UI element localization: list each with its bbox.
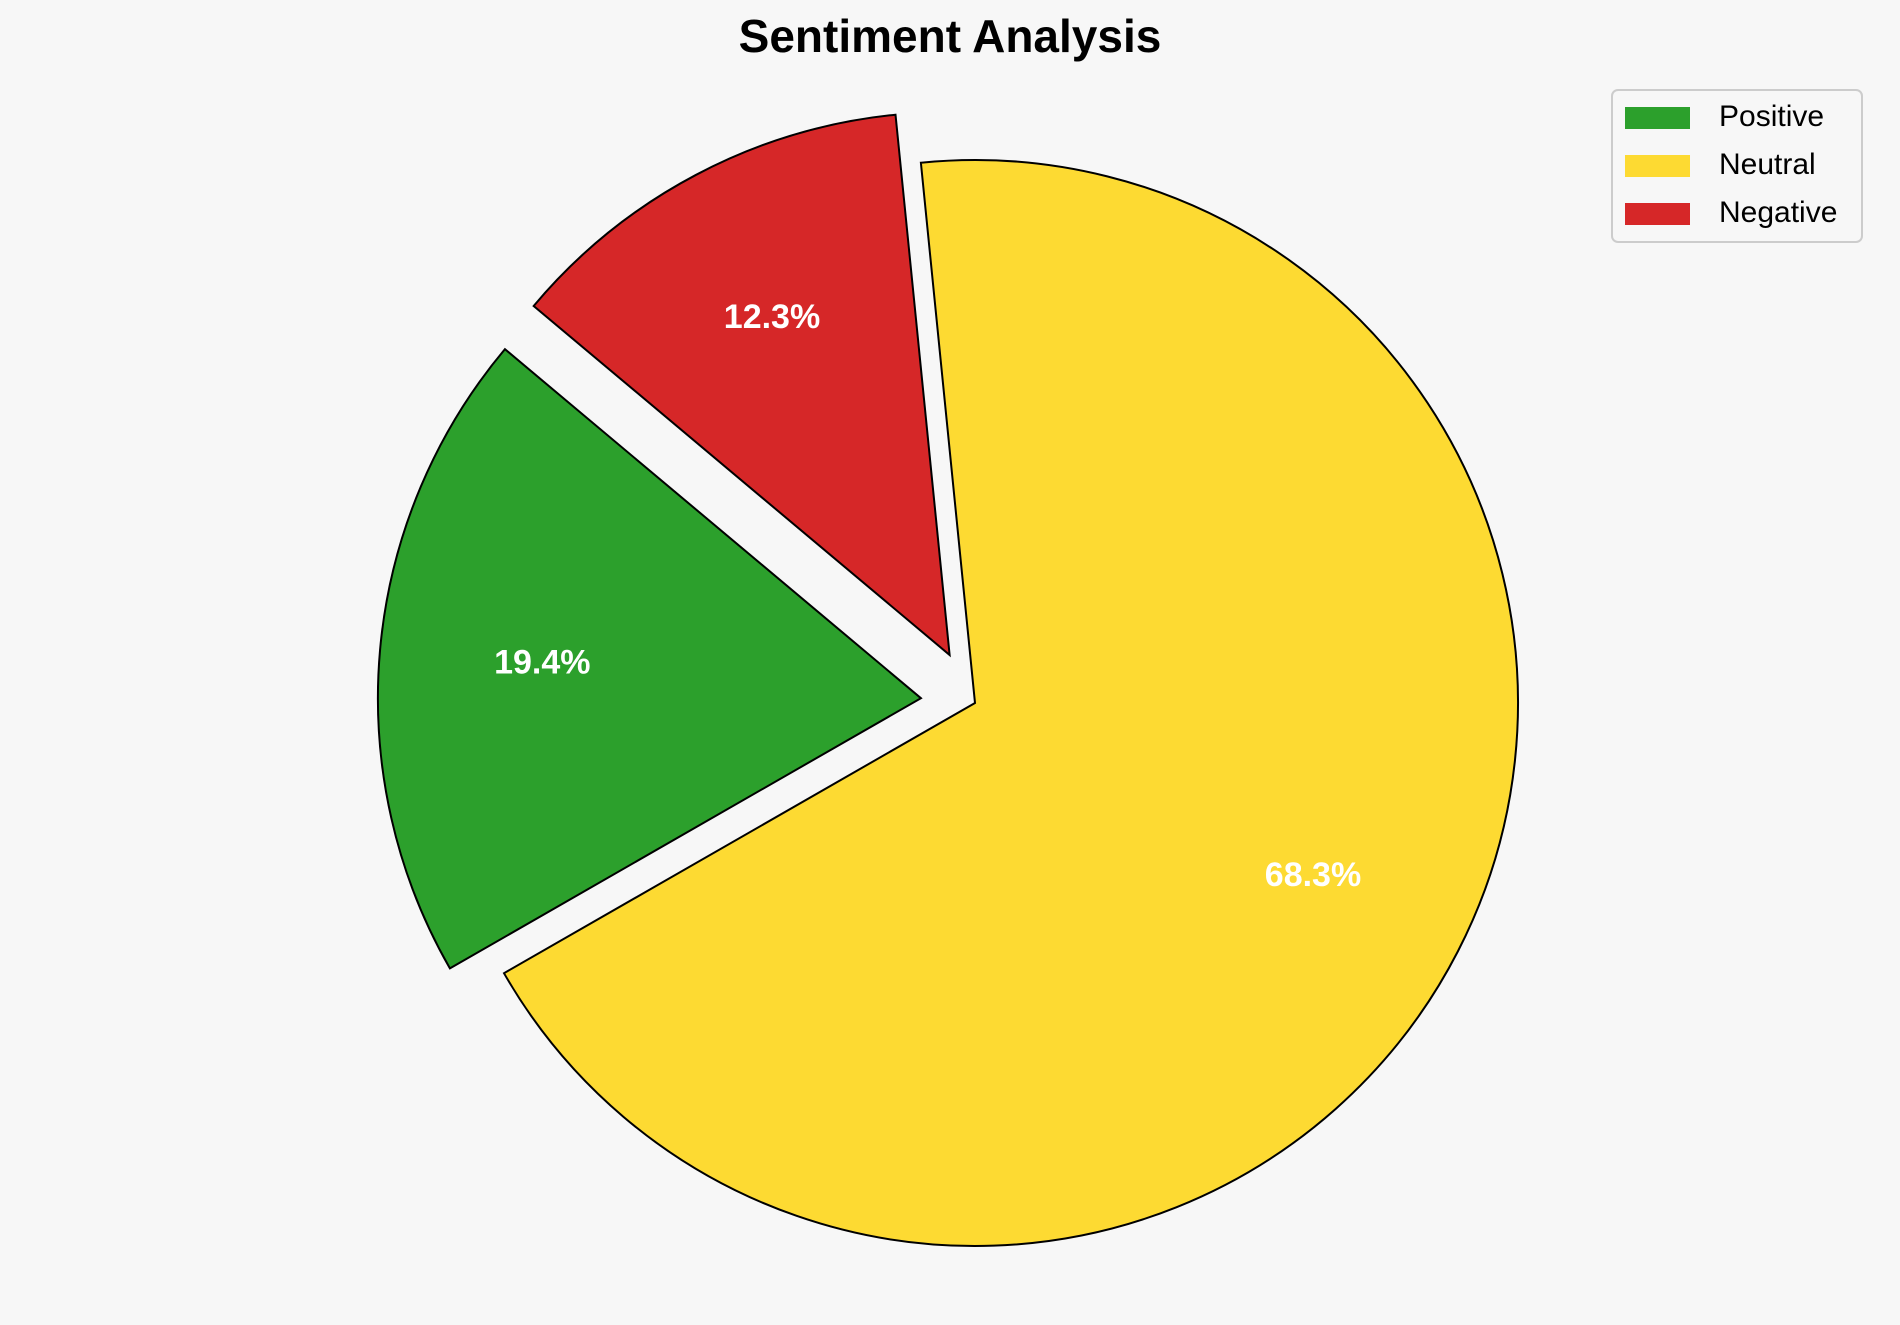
legend-swatch [1625,107,1690,129]
legend-swatch [1625,203,1690,225]
value-label: 19.4% [494,644,590,682]
legend-label: Positive [1719,100,1824,133]
value-label: 12.3% [724,298,820,336]
pie-slice [532,113,951,658]
pie-slice [502,159,1519,1247]
legend-swatch [1625,155,1690,177]
legend-label: Negative [1719,196,1837,229]
legend-label: Neutral [1719,148,1816,181]
pie-slice [376,347,923,970]
chart-title: Sentiment Analysis [739,10,1162,62]
value-label: 68.3% [1265,856,1361,894]
